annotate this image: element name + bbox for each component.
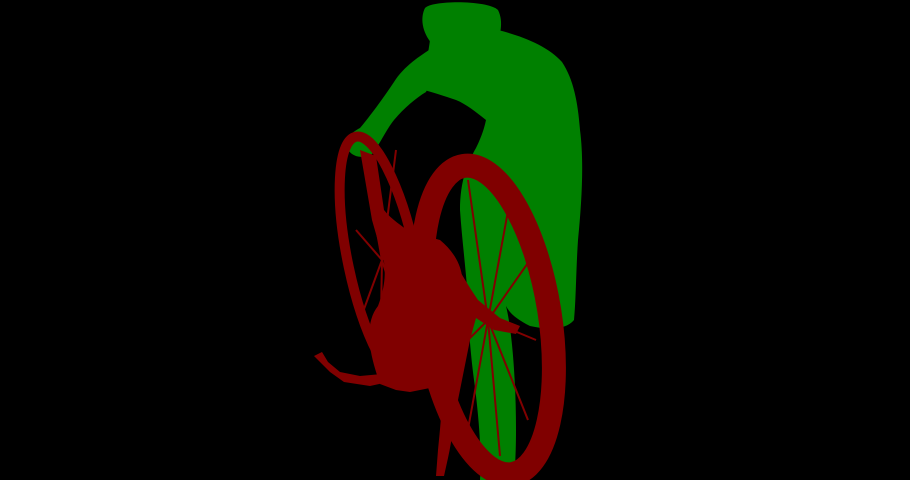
person-arm <box>346 48 433 157</box>
person-torso <box>424 30 583 480</box>
bicycle-region <box>314 131 566 480</box>
person-region <box>346 2 583 480</box>
bicycle-seat <box>436 270 456 290</box>
bicycle-pedal <box>314 352 410 386</box>
bicycle-chainring <box>388 306 460 378</box>
